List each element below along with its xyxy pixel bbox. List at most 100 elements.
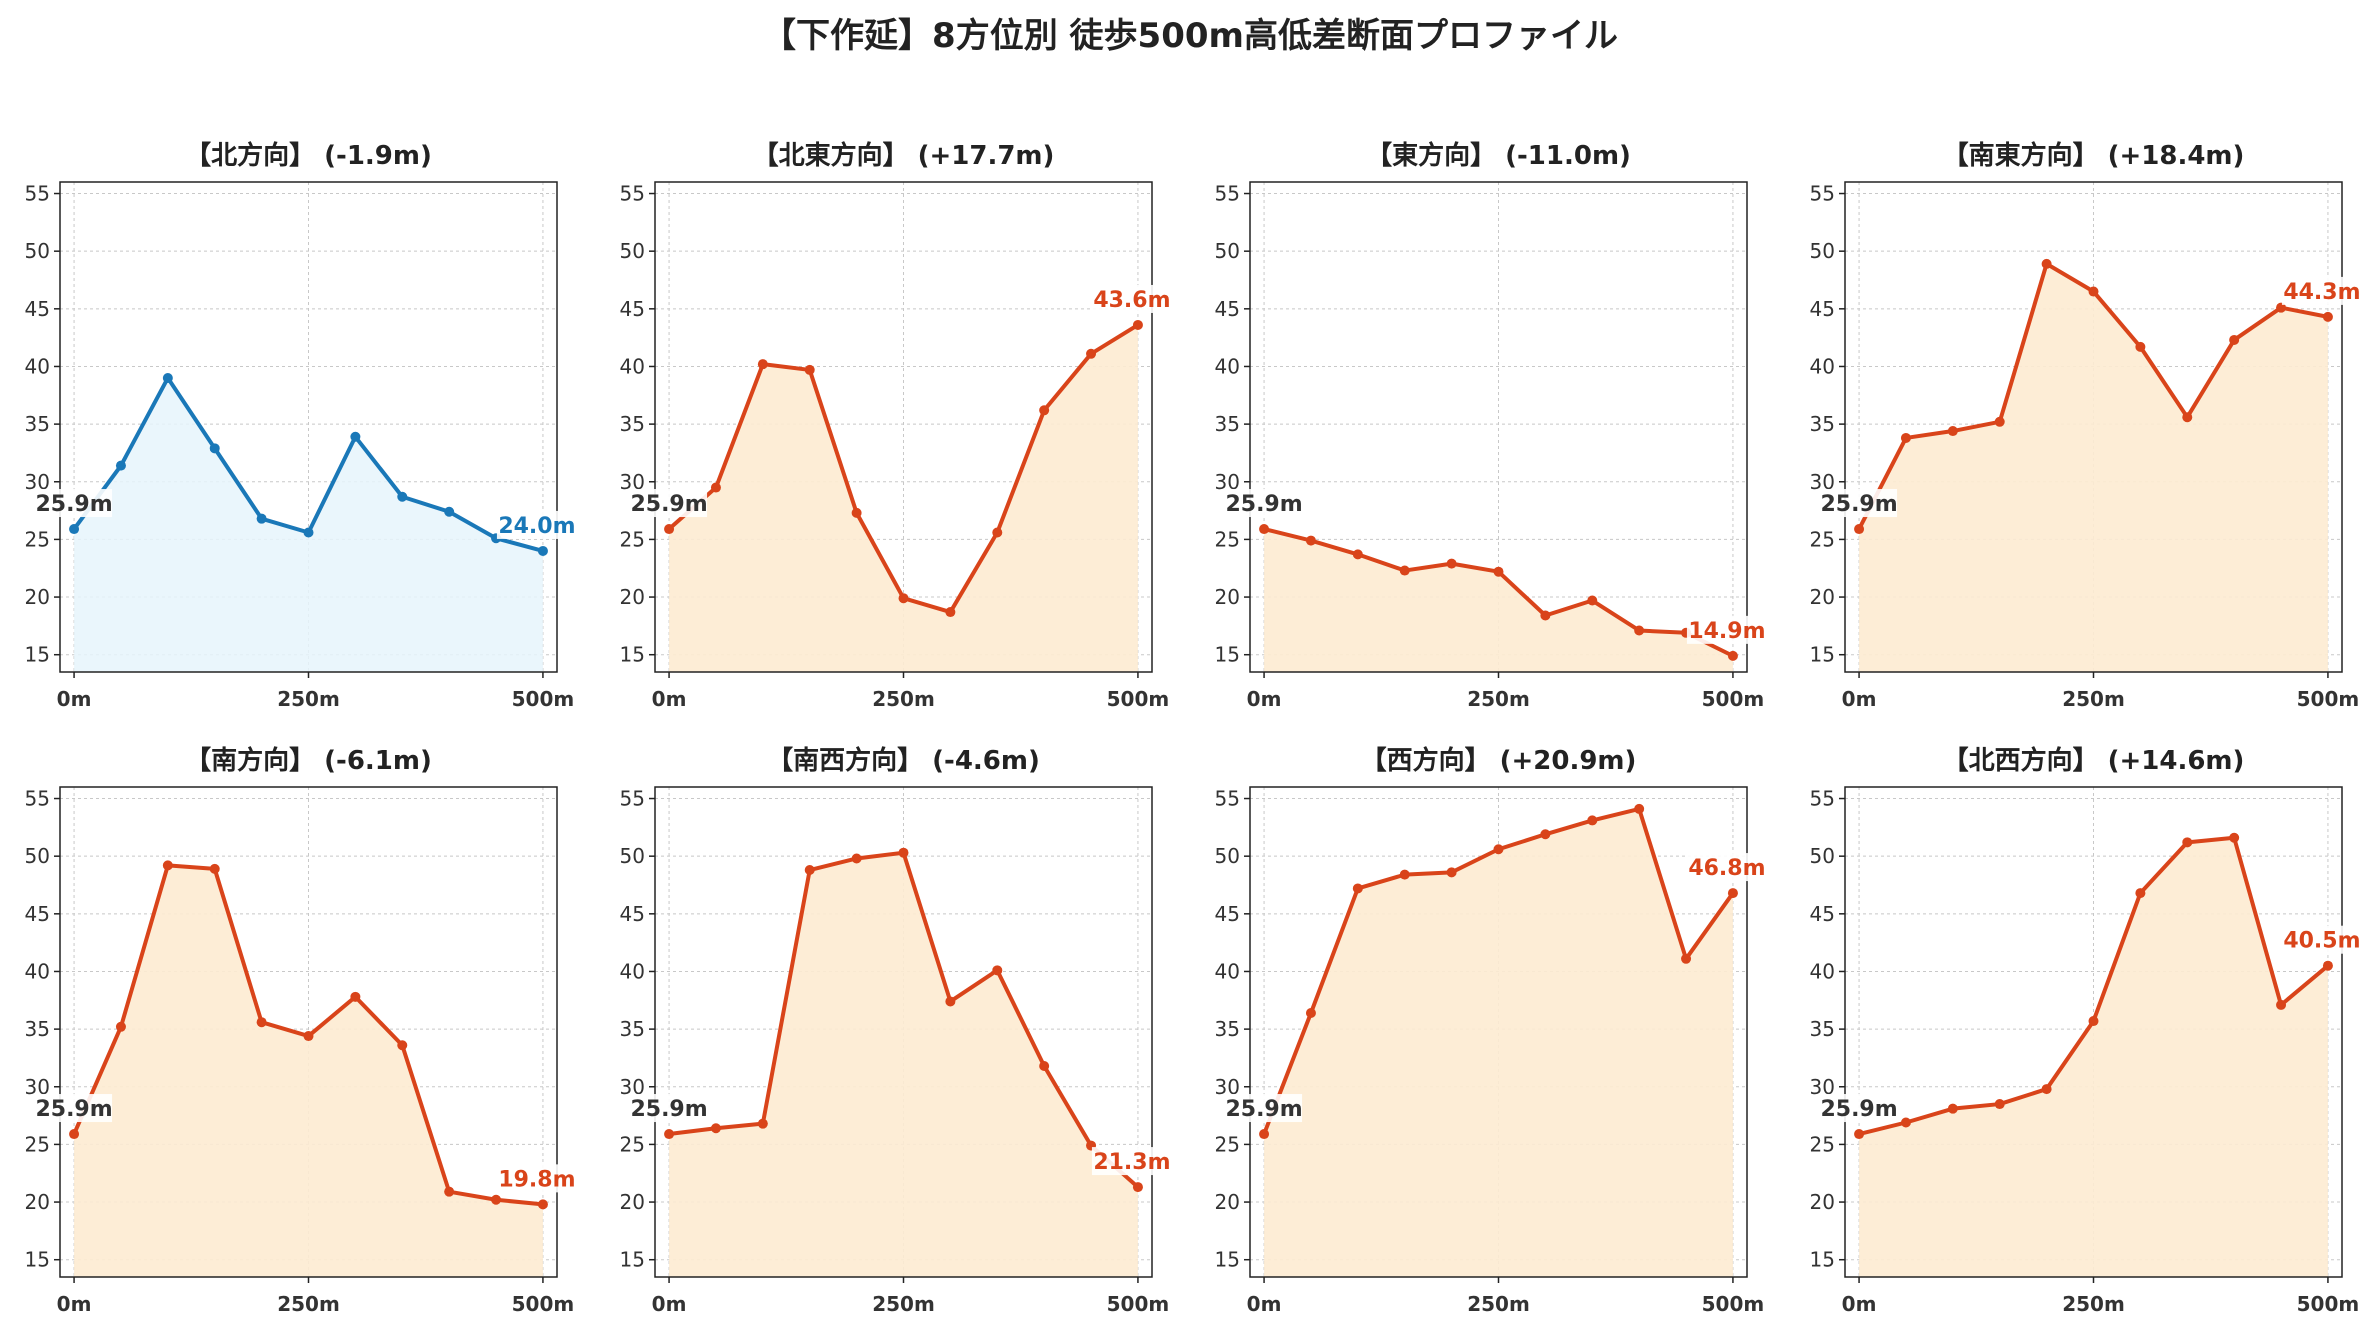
data-point [1587,815,1598,826]
area-fill [669,324,1138,672]
y-tick-label: 25 [1215,527,1240,551]
y-tick-label: 25 [25,1132,50,1156]
y-tick-label: 35 [1810,412,1835,436]
end-label-group: 21.3m [1091,1147,1172,1176]
start-label-box [1821,1094,1898,1123]
data-point [256,1017,267,1028]
data-point [397,1040,408,1051]
y-tick-label: 35 [1215,412,1240,436]
data-point [162,373,173,383]
y-tick-label: 15 [620,1248,645,1272]
y-tick-label: 45 [1215,297,1240,321]
y-tick-label: 50 [620,844,645,868]
data-point [1399,565,1410,576]
y-tick-label: 25 [620,527,645,551]
y-tick-label: 55 [1810,182,1835,206]
data-point [69,524,80,535]
y-tick-label: 45 [620,902,645,926]
y-tick-label: 15 [1810,1248,1835,1272]
data-point [2088,286,2099,297]
y-tick-label: 25 [1215,1132,1240,1156]
data-point [1947,1103,1958,1114]
x-tick-label: 0m [57,1292,92,1316]
end-label-box [2281,925,2362,954]
data-point [2135,341,2146,352]
start-label: 25.9m [1225,492,1302,517]
data-point [162,860,173,871]
data-point [945,996,956,1007]
end-label-box [496,1164,577,1193]
x-tick-label: 500m [2297,1292,2360,1316]
end-label-group: 24.0m [496,510,577,539]
y-tick-label: 55 [25,182,50,206]
x-tick-label: 500m [2297,687,2360,711]
start-label-group: 25.9m [1820,1094,1898,1123]
end-label: 19.8m [498,1167,575,1192]
end-label-group: 46.8m [1686,853,1767,882]
data-point [1900,1117,1911,1128]
chart-panel-southeast: 【南東方向】 (+18.4m) 15 20 25 30 35 40 45 50 55 0m 250m 5… [1785,130,2380,730]
data-point [209,863,220,874]
y-tick-label: 20 [25,1190,50,1214]
data-point [1132,1182,1143,1193]
y-tick-label: 15 [620,643,645,667]
y-tick-label: 35 [25,412,50,436]
chart-title: 【南東方向】 (+18.4m) [1943,140,2245,171]
data-point [209,443,220,454]
data-point [537,545,548,556]
y-tick-label: 35 [25,1017,50,1041]
data-point [1540,610,1551,621]
data-point [992,965,1003,976]
y-tick-label: 40 [1810,354,1835,378]
chart-panel-north: 【北方向】 (-1.9m) 15 20 25 30 35 40 45 50 55 0m 250m 500… [0,130,595,730]
y-tick-label: 45 [1810,902,1835,926]
data-point [2135,888,2146,899]
start-label: 25.9m [630,492,707,517]
chart-title: 【東方向】 (-11.0m) [1366,140,1631,171]
data-point [1493,844,1504,855]
figure-title: 【下作延】8方位別 徒歩500m高低差断面プロファイル [762,16,1618,56]
data-point [1854,524,1865,535]
y-tick-label: 25 [620,1132,645,1156]
y-tick-label: 15 [1215,1248,1240,1272]
y-tick-label: 40 [1215,959,1240,983]
end-label-group: 19.8m [496,1164,577,1193]
end-label: 40.5m [2283,929,2360,954]
start-label: 25.9m [1820,1097,1897,1122]
x-tick-label: 500m [512,687,575,711]
data-point [350,991,361,1002]
y-tick-label: 55 [1810,787,1835,811]
data-point [1086,348,1097,359]
y-tick-label: 20 [620,1190,645,1214]
data-point [2322,960,2333,971]
data-point [2229,832,2240,843]
data-point [2088,1016,2099,1027]
y-tick-label: 50 [1810,239,1835,263]
y-tick-label: 15 [25,1248,50,1272]
y-tick-label: 40 [25,959,50,983]
end-label-box [1686,615,1767,644]
x-tick-label: 250m [1467,687,1530,711]
y-tick-label: 40 [620,959,645,983]
data-point [69,1129,80,1140]
end-label: 46.8m [1688,856,1765,881]
data-point [851,507,862,518]
data-point [898,593,909,604]
y-tick-label: 20 [1215,585,1240,609]
data-point [945,607,956,618]
data-point [2041,258,2052,269]
data-point [1305,535,1316,546]
y-tick-label: 35 [620,412,645,436]
x-tick-label: 250m [872,1292,935,1316]
start-label: 25.9m [35,1097,112,1122]
end-label-box [496,510,577,539]
data-point [537,1199,548,1210]
start-label-box [1226,1094,1303,1123]
